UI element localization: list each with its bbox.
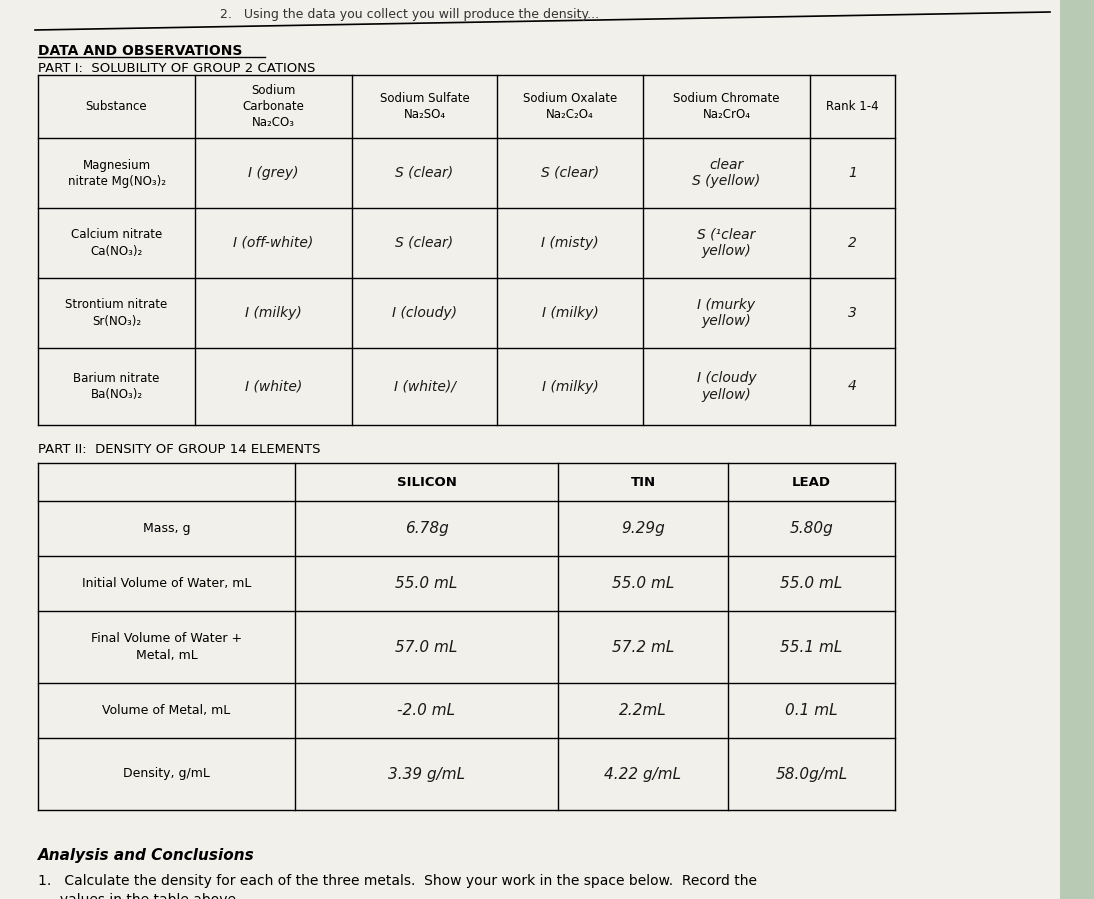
Text: -2.0 mL: -2.0 mL [397,703,455,718]
Text: 58.0g/mL: 58.0g/mL [776,767,848,781]
Text: Sodium
Carbonate
Na₂CO₃: Sodium Carbonate Na₂CO₃ [243,85,304,129]
Text: Calcium nitrate
Ca(NO₃)₂: Calcium nitrate Ca(NO₃)₂ [71,228,162,257]
Text: LEAD: LEAD [792,476,831,488]
Text: 3.39 g/mL: 3.39 g/mL [388,767,465,781]
Text: I (white)/: I (white)/ [394,379,455,394]
Text: 55.0 mL: 55.0 mL [395,576,457,591]
Text: PART I:  SOLUBILITY OF GROUP 2 CATIONS: PART I: SOLUBILITY OF GROUP 2 CATIONS [38,62,315,75]
Text: 9.29g: 9.29g [621,521,665,536]
Text: Substance: Substance [85,100,148,113]
Text: I (milky): I (milky) [542,306,598,320]
Text: 55.0 mL: 55.0 mL [612,576,674,591]
Text: Sodium Sulfate
Na₂SO₄: Sodium Sulfate Na₂SO₄ [380,93,469,120]
Text: I (off-white): I (off-white) [233,236,314,250]
Text: 57.0 mL: 57.0 mL [395,639,457,654]
Text: Mass, g: Mass, g [142,522,190,535]
Text: I (misty): I (misty) [542,236,598,250]
Text: 3: 3 [848,306,857,320]
Text: 2: 2 [848,236,857,250]
Text: 6.78g: 6.78g [405,521,449,536]
Text: 55.1 mL: 55.1 mL [780,639,842,654]
Text: I (milky): I (milky) [542,379,598,394]
Text: Sodium Oxalate
Na₂C₂O₄: Sodium Oxalate Na₂C₂O₄ [523,93,617,120]
Text: Analysis and Conclusions: Analysis and Conclusions [38,848,255,863]
Text: I (milky): I (milky) [245,306,302,320]
Text: DATA AND OBSERVATIONS: DATA AND OBSERVATIONS [38,44,243,58]
Text: Density, g/mL: Density, g/mL [123,768,210,780]
Text: TIN: TIN [630,476,655,488]
Text: 57.2 mL: 57.2 mL [612,639,674,654]
Text: Initial Volume of Water, mL: Initial Volume of Water, mL [82,577,252,590]
Text: Final Volume of Water +
Metal, mL: Final Volume of Water + Metal, mL [91,633,242,662]
Text: 1: 1 [848,166,857,180]
Text: Barium nitrate
Ba(NO₃)₂: Barium nitrate Ba(NO₃)₂ [73,372,160,401]
Text: 55.0 mL: 55.0 mL [780,576,842,591]
Text: Strontium nitrate
Sr(NO₃)₂: Strontium nitrate Sr(NO₃)₂ [66,298,167,327]
Text: 1.   Calculate the density for each of the three metals.  Show your work in the : 1. Calculate the density for each of the… [38,874,757,888]
Text: S (clear): S (clear) [395,236,454,250]
Text: SILICON: SILICON [396,476,456,488]
Text: 5.80g: 5.80g [790,521,834,536]
Text: I (cloudy
yellow): I (cloudy yellow) [697,371,756,402]
Text: S (clear): S (clear) [540,166,600,180]
Text: I (murky
yellow): I (murky yellow) [698,298,756,328]
Text: I (grey): I (grey) [248,166,299,180]
Text: I (cloudy): I (cloudy) [392,306,457,320]
Text: PART II:  DENSITY OF GROUP 14 ELEMENTS: PART II: DENSITY OF GROUP 14 ELEMENTS [38,443,321,456]
Text: Sodium Chromate
Na₂CrO₄: Sodium Chromate Na₂CrO₄ [673,93,780,120]
Text: Volume of Metal, mL: Volume of Metal, mL [103,704,231,717]
Text: I (white): I (white) [245,379,302,394]
Text: clear
S (yellow): clear S (yellow) [693,158,760,188]
Text: 4: 4 [848,379,857,394]
Text: S (¹clear
yellow): S (¹clear yellow) [697,228,756,258]
Text: 2.   Using the data you collect you will produce the density...: 2. Using the data you collect you will p… [220,8,600,21]
Text: Magnesium
nitrate Mg(NO₃)₂: Magnesium nitrate Mg(NO₃)₂ [68,158,165,188]
Text: 4.22 g/mL: 4.22 g/mL [605,767,682,781]
Text: 2.2mL: 2.2mL [619,703,667,718]
Text: S (clear): S (clear) [395,166,454,180]
Text: 0.1 mL: 0.1 mL [785,703,838,718]
Text: values in the table above: values in the table above [38,893,236,899]
Text: Rank 1-4: Rank 1-4 [826,100,878,113]
